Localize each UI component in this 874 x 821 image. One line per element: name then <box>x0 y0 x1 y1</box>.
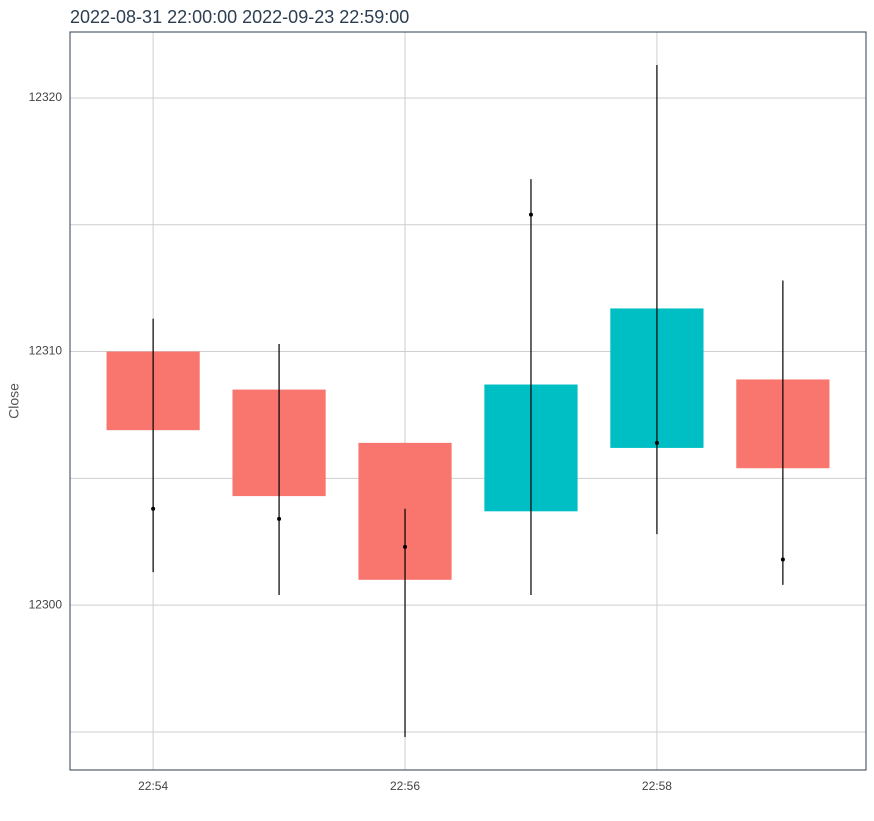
dot <box>654 440 659 445</box>
dot <box>528 212 533 217</box>
x-tick-label: 22:54 <box>138 779 168 793</box>
y-tick-label: 12310 <box>29 344 63 358</box>
y-tick-label: 12320 <box>29 90 63 104</box>
dot <box>151 506 156 511</box>
dot <box>780 557 785 562</box>
y-tick-label: 12300 <box>29 597 63 611</box>
plot-frame <box>69 31 867 771</box>
x-tick-label: 22:58 <box>642 779 672 793</box>
x-tick-label: 22:56 <box>390 779 420 793</box>
chart-title: 2022-08-31 22:00:00 2022-09-23 22:59:00 <box>70 7 409 27</box>
dot <box>403 544 408 549</box>
y-axis-label: Close <box>6 383 22 419</box>
dot <box>277 516 282 521</box>
